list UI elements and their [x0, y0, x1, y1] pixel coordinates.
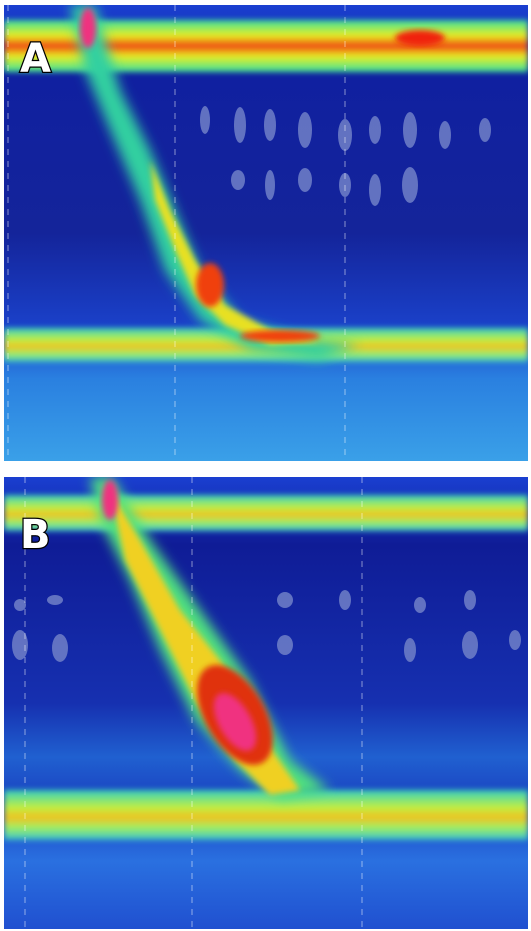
- grid-lines: [7, 5, 346, 461]
- lower-sphincter-band: [4, 790, 528, 840]
- grid-lines: [24, 477, 363, 929]
- contraction-core: [150, 160, 320, 345]
- panel-label: A: [20, 36, 51, 82]
- pressure-peak: [240, 330, 320, 342]
- pressure-peak: [102, 480, 118, 520]
- panel-label: B: [20, 512, 51, 558]
- artifacts: [200, 106, 491, 206]
- topography-b: [4, 477, 528, 929]
- background: [4, 5, 528, 461]
- pressure-peak: [395, 30, 445, 46]
- panel-b: B: [4, 477, 528, 929]
- pressure-peak: [196, 263, 224, 307]
- background: [4, 477, 528, 929]
- artifacts: [12, 590, 521, 662]
- upper-sphincter-band: [4, 495, 528, 531]
- pressure-peak: [80, 8, 96, 48]
- topography-a: [4, 5, 528, 461]
- panel-a: A: [4, 5, 528, 461]
- pressure-peak: [213, 693, 257, 751]
